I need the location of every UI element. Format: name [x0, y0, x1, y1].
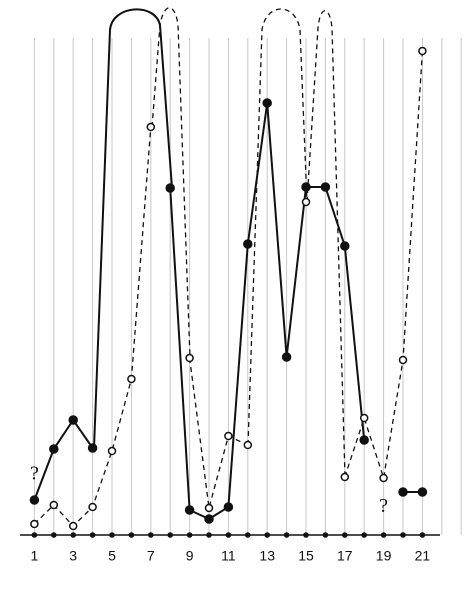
point [127, 374, 136, 384]
baseline-dot [70, 532, 76, 538]
solid-loop [93, 8, 173, 449]
baseline-dot [89, 532, 96, 538]
x-tick-label: 9 [186, 548, 194, 564]
point [30, 519, 39, 529]
point [204, 514, 214, 524]
baseline-dot [342, 532, 348, 538]
baseline-dot [206, 532, 212, 538]
point [398, 355, 408, 365]
point [185, 353, 194, 363]
point [301, 197, 311, 207]
point [87, 443, 98, 453]
point [184, 505, 195, 515]
baseline-dot [419, 532, 426, 538]
point [68, 415, 78, 425]
x-tick-label: 21 [415, 548, 431, 564]
dashed-loop [306, 10, 346, 478]
baseline-dot [400, 532, 406, 538]
point [340, 472, 350, 482]
baseline-dot [245, 532, 251, 538]
baseline-dot [31, 532, 38, 538]
x-tick-label: 7 [147, 548, 155, 564]
point [243, 440, 253, 450]
point [146, 122, 156, 132]
point [281, 352, 292, 362]
x-tick-label: 5 [108, 548, 116, 564]
point [340, 241, 350, 251]
x-tick-label: 13 [259, 548, 275, 564]
point [49, 444, 59, 454]
baseline-dot [361, 532, 368, 538]
baseline-dot [128, 532, 135, 538]
point [165, 183, 175, 193]
point [359, 413, 369, 423]
point [398, 487, 408, 497]
baseline-dot [109, 532, 115, 538]
point [379, 473, 388, 483]
point [301, 182, 311, 192]
point [224, 431, 233, 441]
loops [93, 7, 346, 478]
annotation: ? [379, 495, 388, 517]
x-tick-label: 19 [376, 548, 392, 564]
baseline-dot [380, 532, 387, 538]
x-tick-label: 17 [337, 548, 353, 564]
point [243, 239, 253, 249]
point [29, 495, 40, 505]
point [107, 446, 117, 456]
dashed-loop [151, 7, 191, 359]
baseline-dot [167, 532, 173, 538]
point [359, 435, 369, 445]
dashed-loop [247, 8, 308, 446]
baseline-dot [148, 532, 154, 538]
point [88, 502, 97, 512]
point [418, 46, 427, 56]
point [204, 503, 214, 513]
point [320, 182, 331, 192]
x-tick-label: 11 [221, 548, 236, 564]
x-tick-label: 15 [298, 548, 314, 564]
baseline-dot [264, 532, 271, 538]
baseline-dot [51, 532, 57, 538]
annotation: ? [30, 463, 39, 485]
baseline-dot [283, 532, 290, 538]
point [262, 98, 272, 108]
x-tick-label: 3 [69, 548, 77, 564]
baseline-dot [322, 532, 329, 538]
point [68, 521, 78, 531]
x-tick-label: 1 [31, 548, 39, 564]
point [49, 500, 59, 510]
baseline-dot [225, 532, 232, 538]
point [223, 502, 234, 512]
baseline-dot [303, 532, 309, 538]
point [417, 487, 428, 497]
baseline-dot [186, 532, 193, 538]
